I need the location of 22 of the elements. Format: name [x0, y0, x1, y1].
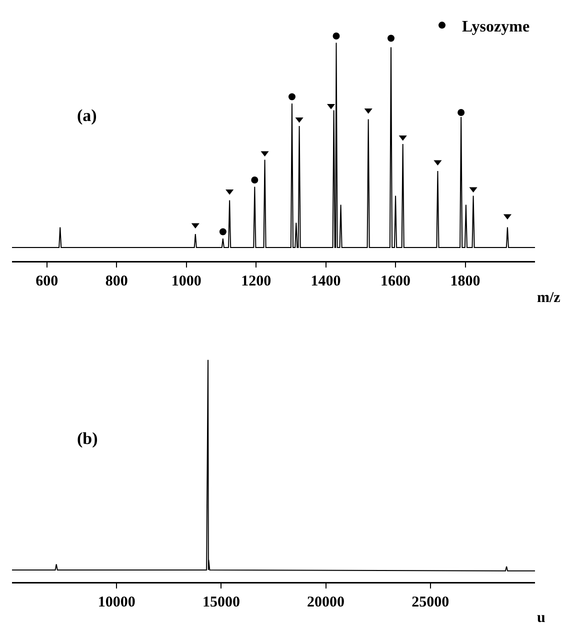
legend-label: Lysozyme [462, 18, 530, 36]
point [219, 228, 226, 236]
x-axis-title: m/z [537, 290, 561, 306]
x-tick-label: 1000 [171, 274, 202, 290]
x-axis-title: u [537, 610, 546, 626]
annotation: (a) [77, 106, 97, 125]
point [388, 34, 394, 42]
point [288, 93, 296, 100]
x-tick-label: 1200 [241, 274, 272, 290]
x-tick-label: 20000 [307, 594, 345, 610]
point [458, 109, 465, 116]
point [332, 32, 340, 40]
annotation: (b) [77, 429, 98, 448]
x-tick-label: 1400 [310, 274, 341, 290]
x-tick-label: 600 [36, 274, 58, 290]
x-tick-label: 15000 [202, 594, 240, 610]
x-tick-label: 10000 [98, 594, 136, 610]
x-tick-label: 800 [105, 274, 128, 290]
x-tick-label: 1600 [380, 274, 411, 290]
x-tick-label: 25000 [412, 594, 450, 610]
x-tick-label: 1800 [450, 274, 480, 290]
point [251, 176, 258, 184]
